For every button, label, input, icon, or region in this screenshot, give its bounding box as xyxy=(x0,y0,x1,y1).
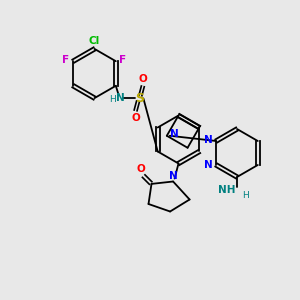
Text: S: S xyxy=(135,92,144,105)
Text: N: N xyxy=(205,135,213,145)
Text: Cl: Cl xyxy=(89,36,100,46)
Text: O: O xyxy=(136,164,145,174)
Text: N: N xyxy=(169,171,178,181)
Text: H: H xyxy=(242,191,249,200)
Text: N: N xyxy=(170,129,178,139)
Text: O: O xyxy=(138,74,147,84)
Text: NH: NH xyxy=(218,184,236,195)
Text: N: N xyxy=(205,160,213,170)
Text: N: N xyxy=(116,93,125,103)
Text: F: F xyxy=(119,55,127,65)
Text: H: H xyxy=(109,95,116,104)
Text: O: O xyxy=(131,113,140,123)
Text: F: F xyxy=(62,55,70,65)
